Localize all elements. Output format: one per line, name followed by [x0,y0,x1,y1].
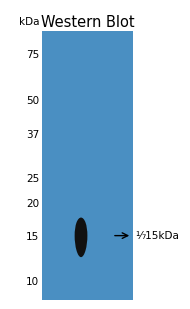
Title: Western Blot: Western Blot [41,15,134,30]
Text: ⅐15kDa: ⅐15kDa [135,231,179,241]
Text: kDa: kDa [20,17,40,27]
Ellipse shape [75,218,87,257]
